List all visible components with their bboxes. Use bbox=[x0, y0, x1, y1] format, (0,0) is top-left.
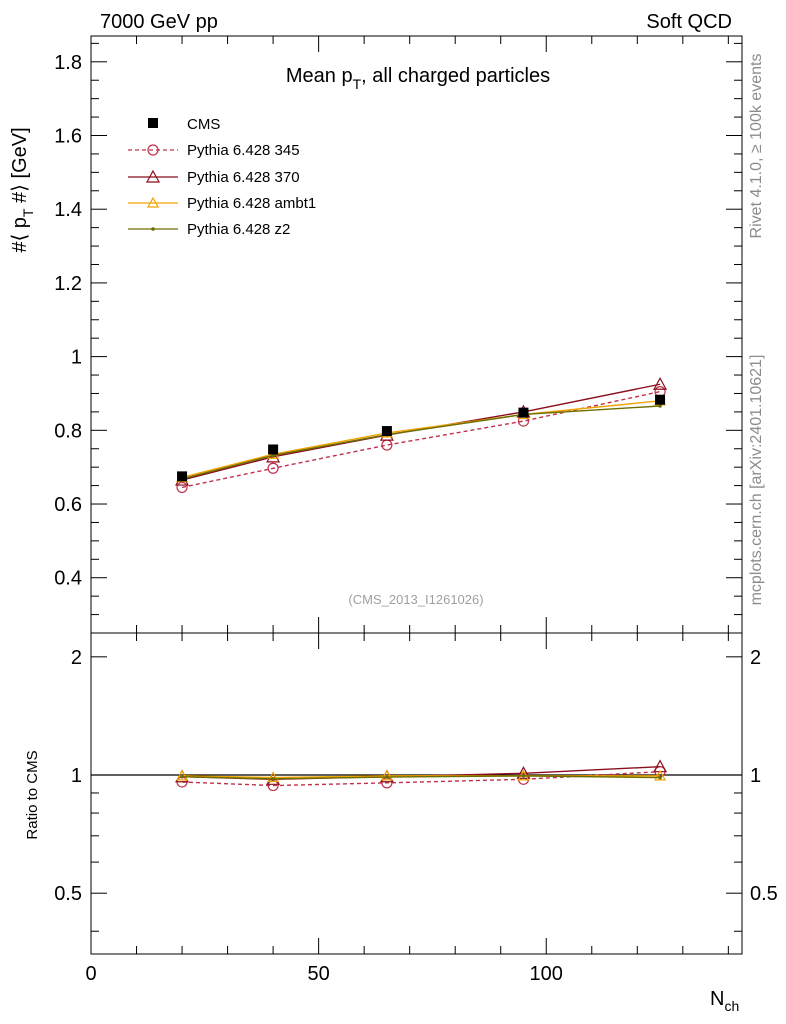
ratio-point-ambt1 bbox=[267, 771, 280, 783]
plot-title: Mean pT, all charged particles bbox=[286, 65, 550, 92]
y-tick-label: 1 bbox=[71, 347, 82, 369]
ratio-point-p370 bbox=[516, 766, 531, 779]
legend: CMS Pythia 6.428 345 Pythia 6.428 370 Py… bbox=[128, 116, 316, 238]
ratio-tick-label-right: 0.5 bbox=[750, 883, 778, 905]
legend-label-z2: Pythia 6.428 z2 bbox=[187, 221, 290, 238]
legend-label-p345: Pythia 6.428 345 bbox=[187, 142, 300, 159]
ratio-tick-label-left: 1 bbox=[71, 765, 82, 787]
ratio-point-z2 bbox=[385, 775, 389, 779]
y-tick-label: 0.8 bbox=[54, 420, 82, 442]
point-cms bbox=[177, 471, 188, 482]
ratio-tick-label-right: 2 bbox=[750, 647, 761, 669]
analysis-watermark: (CMS_2013_I1261026) bbox=[348, 592, 483, 607]
series-line-ambt1 bbox=[181, 400, 661, 479]
y-tick-label: 0.4 bbox=[54, 568, 82, 590]
ratio-point-z2 bbox=[271, 777, 275, 781]
legend-marker-cms bbox=[148, 118, 158, 128]
ratio-tick-label-left: 2 bbox=[71, 647, 82, 669]
y-tick-label: 1.8 bbox=[54, 52, 82, 74]
y-tick-label: 1.2 bbox=[54, 273, 82, 295]
point-cms bbox=[268, 444, 279, 455]
y-axis-label: #⟨ pT #⟩ [GeV] bbox=[9, 127, 36, 252]
legend-marker-p345 bbox=[147, 144, 159, 156]
series-line-p345 bbox=[181, 390, 661, 489]
series-line-p370 bbox=[181, 383, 661, 481]
legend-marker-z2 bbox=[151, 227, 155, 231]
legend-label-p370: Pythia 6.428 370 bbox=[187, 169, 300, 186]
x-axis-label: Nch bbox=[710, 988, 739, 1014]
point-p345 bbox=[176, 481, 188, 494]
x-tick-label: 100 bbox=[530, 963, 563, 985]
header-left: 7000 GeV pp bbox=[100, 11, 218, 33]
legend-marker-p370 bbox=[145, 169, 161, 183]
ratio-point-z2 bbox=[180, 774, 184, 779]
main-axis-ticks: 0.4 0.6 0.8 1 1.2 1.4 1.6 1.8 bbox=[54, 42, 742, 634]
series-line-z2 bbox=[181, 405, 661, 480]
ratio-tick-label-left: 0.5 bbox=[54, 883, 82, 905]
rivet-version-note: Rivet 4.1.0, ≥ 100k events bbox=[748, 54, 765, 239]
point-cms bbox=[518, 407, 529, 418]
y-tick-label: 0.6 bbox=[54, 494, 82, 516]
ratio-axis-ticks: 0.5 0.5 1 1 2 2 bbox=[54, 647, 778, 932]
ratio-point-ambt1 bbox=[176, 769, 189, 781]
header-right: Soft QCD bbox=[646, 11, 732, 33]
legend-marker-ambt1 bbox=[146, 196, 160, 208]
ratio-point-ambt1 bbox=[654, 769, 667, 781]
point-cms bbox=[655, 394, 666, 405]
mcplots-note: mcplots.cern.ch [arXiv:2401.10621] bbox=[748, 355, 765, 606]
point-p345 bbox=[267, 462, 279, 474]
ratio-point-z2 bbox=[658, 775, 662, 780]
x-axis-ticks: 0 50 100 bbox=[85, 36, 729, 985]
main-series bbox=[175, 376, 668, 494]
ratio-plot-frame bbox=[90, 632, 743, 955]
ratio-series bbox=[175, 759, 668, 792]
y-tick-label: 1.4 bbox=[54, 199, 82, 221]
x-tick-label: 50 bbox=[307, 963, 329, 985]
point-cms bbox=[381, 426, 392, 437]
ratio-point-z2 bbox=[521, 774, 526, 778]
ratio-y-axis-label: Ratio to CMS bbox=[24, 750, 41, 839]
ratio-tick-label-right: 1 bbox=[750, 765, 761, 787]
legend-label-cms: CMS bbox=[187, 116, 220, 133]
ratio-point-ambt1 bbox=[380, 769, 393, 781]
point-z2 bbox=[658, 404, 662, 408]
x-tick-label: 0 bbox=[85, 963, 96, 985]
y-tick-label: 1.6 bbox=[54, 126, 82, 148]
legend-label-ambt1: Pythia 6.428 ambt1 bbox=[187, 195, 316, 212]
point-p370 bbox=[653, 376, 668, 390]
